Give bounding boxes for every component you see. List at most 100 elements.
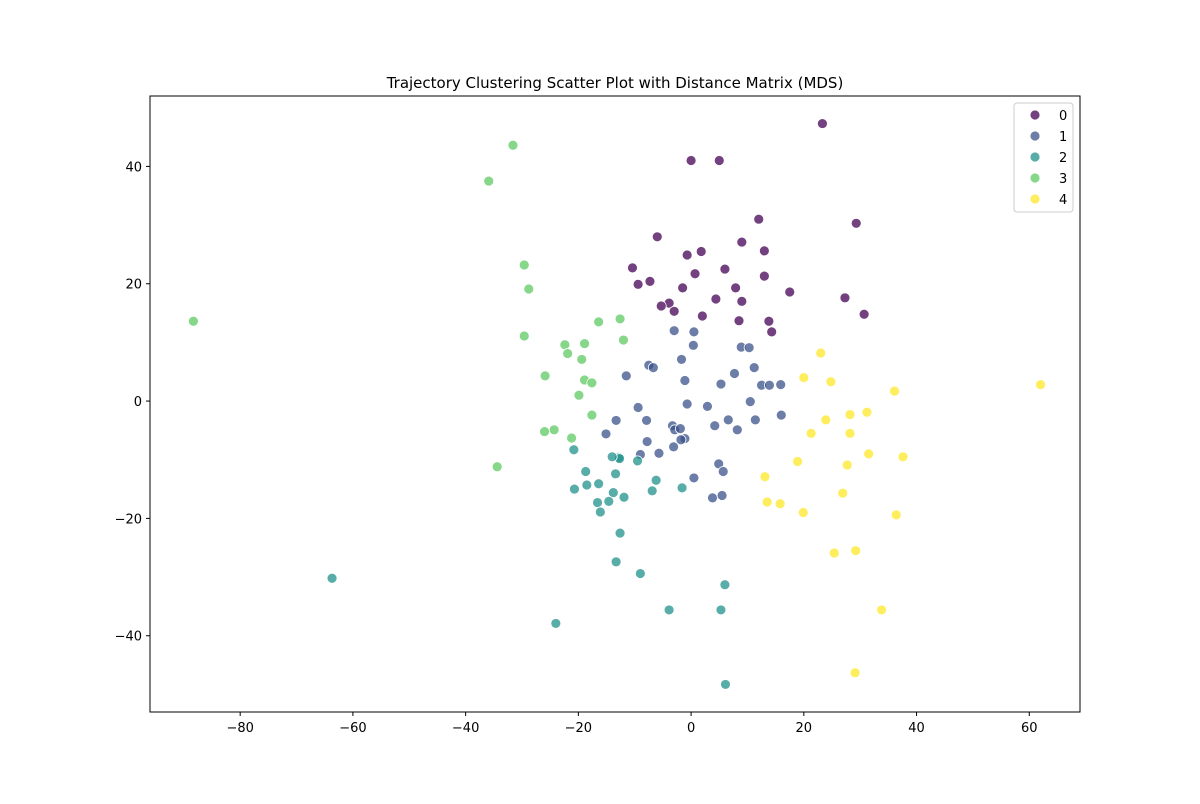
data-point-cluster-3 bbox=[507, 139, 519, 151]
data-point-cluster-4 bbox=[890, 509, 902, 521]
data-point-cluster-3 bbox=[483, 175, 495, 187]
y-axis-ticks: −40 −20 0 20 40 bbox=[115, 160, 150, 645]
data-point-cluster-0 bbox=[695, 246, 707, 257]
data-point-cluster-1 bbox=[743, 342, 755, 354]
data-point-cluster-4 bbox=[761, 496, 773, 508]
data-point-cluster-4 bbox=[876, 604, 887, 616]
data-point-cluster-3 bbox=[586, 409, 598, 421]
data-point-cluster-1 bbox=[668, 441, 680, 453]
data-point-cluster-0 bbox=[627, 262, 638, 274]
data-point-cluster-4 bbox=[828, 547, 840, 559]
data-point-cluster-4 bbox=[841, 459, 853, 471]
data-point-cluster-2 bbox=[326, 572, 338, 584]
legend-label-2: 2 bbox=[1059, 151, 1067, 166]
data-point-cluster-2 bbox=[581, 479, 593, 491]
data-point-cluster-0 bbox=[817, 118, 828, 129]
data-point-cluster-4 bbox=[897, 451, 909, 463]
data-point-cluster-0 bbox=[655, 300, 667, 312]
data-point-cluster-1 bbox=[702, 400, 713, 412]
x-tick-label: −20 bbox=[565, 721, 592, 736]
data-point-cluster-1 bbox=[647, 362, 659, 374]
data-point-cluster-0 bbox=[766, 326, 778, 338]
legend-marker-4 bbox=[1029, 193, 1041, 205]
data-point-cluster-1 bbox=[675, 434, 687, 446]
legend-marker-0 bbox=[1029, 109, 1041, 121]
data-point-cluster-0 bbox=[644, 275, 656, 287]
data-point-cluster-4 bbox=[850, 545, 862, 557]
data-point-cluster-1 bbox=[744, 396, 756, 408]
data-point-cluster-3 bbox=[518, 330, 530, 342]
data-point-cluster-2 bbox=[550, 618, 562, 629]
data-point-cluster-1 bbox=[641, 415, 652, 426]
x-axis-ticks: −80 −60 −40 −20 0 20 40 60 bbox=[226, 712, 1038, 736]
data-point-cluster-0 bbox=[668, 305, 680, 317]
data-point-cluster-2 bbox=[580, 466, 592, 477]
data-point-cluster-1 bbox=[729, 368, 740, 379]
data-point-cluster-4 bbox=[825, 376, 837, 388]
data-point-cluster-2 bbox=[606, 451, 618, 463]
data-point-cluster-0 bbox=[736, 295, 748, 307]
data-point-cluster-2 bbox=[720, 679, 731, 690]
data-point-cluster-1 bbox=[749, 414, 761, 426]
data-point-cluster-1 bbox=[688, 472, 700, 484]
data-point-cluster-2 bbox=[614, 527, 626, 539]
data-point-cluster-3 bbox=[562, 348, 574, 359]
data-point-cluster-1 bbox=[632, 402, 644, 413]
data-point-cluster-4 bbox=[805, 427, 817, 439]
data-point-cluster-1 bbox=[775, 379, 787, 391]
data-point-cluster-0 bbox=[689, 268, 701, 280]
data-point-cluster-1 bbox=[600, 428, 612, 440]
data-point-cluster-2 bbox=[650, 474, 662, 486]
data-point-cluster-3 bbox=[576, 354, 588, 365]
data-point-cluster-2 bbox=[646, 485, 658, 497]
data-point-cluster-2 bbox=[610, 468, 621, 480]
data-point-cluster-3 bbox=[518, 259, 530, 271]
data-point-cluster-0 bbox=[858, 308, 870, 320]
plot-frame bbox=[149, 95, 1081, 713]
data-point-cluster-3 bbox=[539, 370, 551, 382]
data-point-cluster-2 bbox=[592, 497, 603, 508]
x-tick-label: −80 bbox=[226, 721, 253, 736]
data-point-cluster-0 bbox=[850, 217, 862, 229]
data-point-cluster-2 bbox=[568, 444, 580, 456]
data-point-cluster-3 bbox=[586, 377, 598, 389]
data-point-cluster-1 bbox=[679, 375, 691, 386]
data-point-cluster-0 bbox=[763, 315, 775, 327]
legend-label-0: 0 bbox=[1059, 109, 1067, 124]
data-point-cluster-0 bbox=[784, 286, 796, 298]
y-tick-label: −40 bbox=[115, 630, 142, 645]
data-point-cluster-0 bbox=[753, 213, 765, 225]
legend-marker-2 bbox=[1029, 151, 1041, 163]
x-tick-label: −60 bbox=[339, 721, 366, 736]
data-point-cluster-2 bbox=[593, 478, 605, 490]
data-point-cluster-3 bbox=[614, 313, 626, 325]
data-point-cluster-0 bbox=[839, 292, 851, 304]
data-point-cluster-1 bbox=[641, 436, 653, 447]
data-point-cluster-1 bbox=[688, 326, 700, 338]
data-point-cluster-4 bbox=[815, 347, 827, 359]
data-point-cluster-1 bbox=[775, 409, 787, 421]
data-point-cluster-3 bbox=[566, 432, 577, 444]
data-point-cluster-0 bbox=[681, 249, 693, 261]
data-point-cluster-4 bbox=[759, 471, 771, 483]
legend: 0 1 2 3 4 bbox=[1013, 102, 1074, 213]
data-point-cluster-0 bbox=[758, 270, 770, 282]
data-point-cluster-1 bbox=[674, 423, 686, 435]
data-point-cluster-2 bbox=[632, 455, 643, 467]
data-point-cluster-2 bbox=[607, 487, 619, 498]
data-point-cluster-0 bbox=[713, 155, 725, 166]
legend-label-4: 4 bbox=[1059, 193, 1067, 208]
data-point-cluster-3 bbox=[618, 334, 629, 346]
data-point-cluster-0 bbox=[730, 282, 742, 294]
data-point-cluster-0 bbox=[710, 293, 722, 305]
data-point-cluster-1 bbox=[610, 415, 622, 426]
data-point-cluster-3 bbox=[539, 426, 550, 437]
data-point-cluster-1 bbox=[764, 379, 775, 391]
x-tick-label: 60 bbox=[1021, 721, 1038, 736]
data-point-cluster-3 bbox=[548, 424, 560, 436]
data-point-cluster-1 bbox=[653, 447, 665, 459]
data-point-cluster-4 bbox=[798, 372, 810, 384]
x-tick-label: 0 bbox=[687, 721, 695, 736]
data-point-cluster-2 bbox=[719, 579, 731, 591]
